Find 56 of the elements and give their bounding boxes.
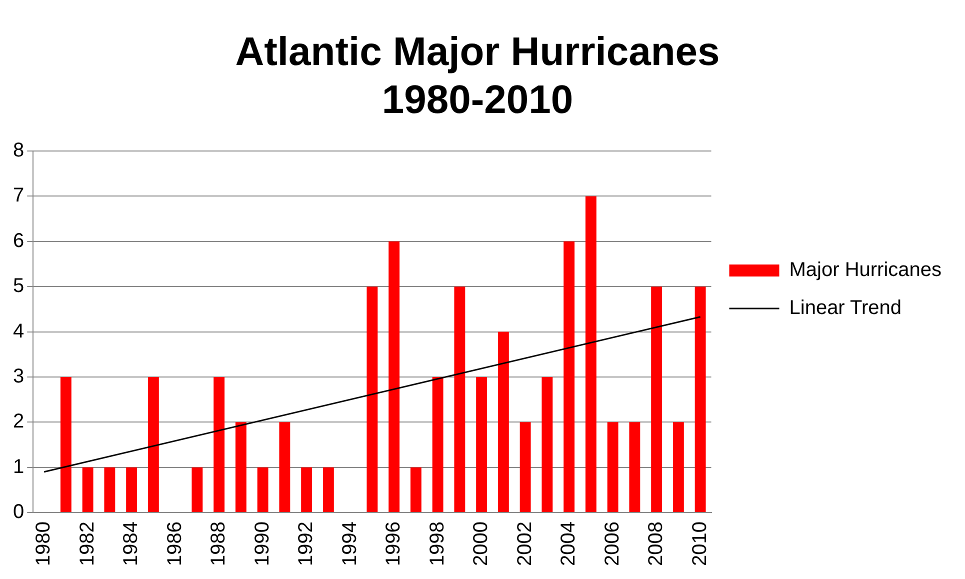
bar [235, 422, 246, 512]
bar [279, 422, 290, 512]
bar [366, 286, 378, 512]
x-tick-label: 1982 [76, 522, 98, 566]
y-tick-label: 7 [13, 184, 24, 207]
bar [60, 376, 72, 512]
bar [432, 376, 444, 512]
bar [410, 467, 422, 512]
bar [454, 286, 466, 512]
y-tick-label: 8 [13, 140, 24, 162]
x-tick-label: 2008 [645, 522, 668, 566]
bar [104, 467, 116, 512]
x-tick-label: 1996 [382, 522, 405, 566]
legend-label: Major Hurricanes [789, 259, 942, 282]
x-tick-label: 2000 [470, 522, 492, 566]
legend-label: Linear Trend [789, 297, 902, 320]
x-tick-label: 1990 [251, 522, 274, 566]
bar [498, 332, 509, 512]
x-tick-label: 1986 [164, 522, 186, 566]
x-tick-label: 2002 [514, 522, 536, 566]
y-tick-label: 0 [13, 501, 24, 524]
y-tick-label: 5 [13, 275, 24, 298]
bar [607, 422, 618, 512]
bar [82, 467, 94, 512]
y-tick-label: 2 [13, 410, 24, 433]
x-tick-label: 1994 [338, 522, 361, 566]
x-tick-label: 1984 [120, 522, 142, 566]
y-tick-label: 6 [13, 230, 24, 252]
bar [564, 241, 575, 512]
bar [672, 422, 684, 512]
bar [388, 241, 400, 512]
bar [585, 196, 596, 512]
bar [476, 376, 488, 512]
bar [214, 376, 225, 512]
chart-title: Atlantic Major Hurricanes 1980-2010 [235, 30, 720, 122]
y-tick-label: 1 [13, 456, 24, 478]
bar [322, 467, 334, 512]
bar [301, 467, 312, 512]
x-tick-label: 2010 [688, 522, 711, 566]
x-tick-label: 1980 [32, 522, 55, 566]
x-tick-label: 1988 [208, 522, 230, 566]
bar [629, 422, 640, 512]
bar [694, 286, 706, 512]
bar [257, 467, 268, 512]
x-tick-label: 2006 [601, 522, 624, 566]
bar [520, 422, 531, 512]
x-tick-label: 2004 [558, 522, 580, 566]
x-tick-label: 1992 [295, 522, 318, 566]
y-tick-label: 3 [13, 365, 24, 388]
bar [148, 376, 159, 512]
bar [651, 286, 662, 512]
bar [542, 376, 553, 512]
bar [126, 467, 138, 512]
y-tick-label: 4 [13, 320, 24, 342]
x-tick-label: 1998 [426, 522, 448, 566]
bar [192, 467, 203, 512]
